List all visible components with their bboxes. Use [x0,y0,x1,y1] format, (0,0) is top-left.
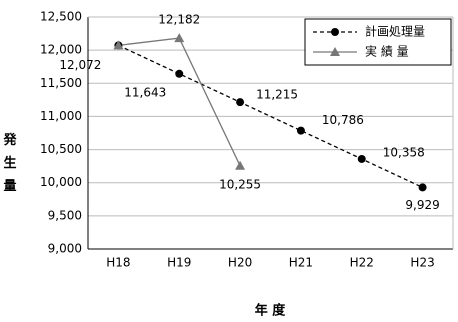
y-tick-label: 9,500 [48,208,82,222]
data-label: 12,182 [158,13,200,27]
marker [175,69,184,78]
marker [236,98,245,107]
y-tick-label: 11,000 [40,109,82,123]
x-tick-label: H19 [167,256,191,270]
y-tick-label: 12,500 [40,10,82,24]
y-axis-title: 発生量 [2,132,17,194]
x-tick-label: H23 [410,256,434,270]
legend-marker [331,28,339,36]
series-line [118,37,241,167]
x-axis-title: 年 度 [255,303,287,319]
y-tick-label: 12,000 [40,43,82,57]
data-label: 10,358 [383,145,425,159]
y-tick-label: 9,000 [48,242,82,256]
x-tick-label: H18 [106,256,130,270]
legend-marker [330,47,340,56]
data-label: 10,255 [219,177,261,191]
data-label: 11,215 [256,88,298,102]
data-label: 12,072 [59,58,101,72]
marker [296,126,305,135]
x-tick-label: H20 [228,256,252,270]
data-label: 10,786 [322,113,364,127]
data-label: 9,929 [405,198,439,212]
x-tick-label: H22 [350,256,374,270]
y-tick-label: 11,500 [40,76,82,90]
legend-label: 実 績 量 [365,44,409,59]
marker [174,33,185,43]
legend-box [304,18,452,66]
y-tick-label: 10,500 [40,142,82,156]
legend-label: 計画処理量 [365,24,425,39]
data-label: 11,643 [124,85,166,99]
marker [235,160,246,170]
x-tick-label: H21 [289,256,313,270]
marker [357,154,366,163]
marker [418,183,427,192]
y-tick-label: 10,000 [40,175,82,189]
marker [113,40,124,50]
